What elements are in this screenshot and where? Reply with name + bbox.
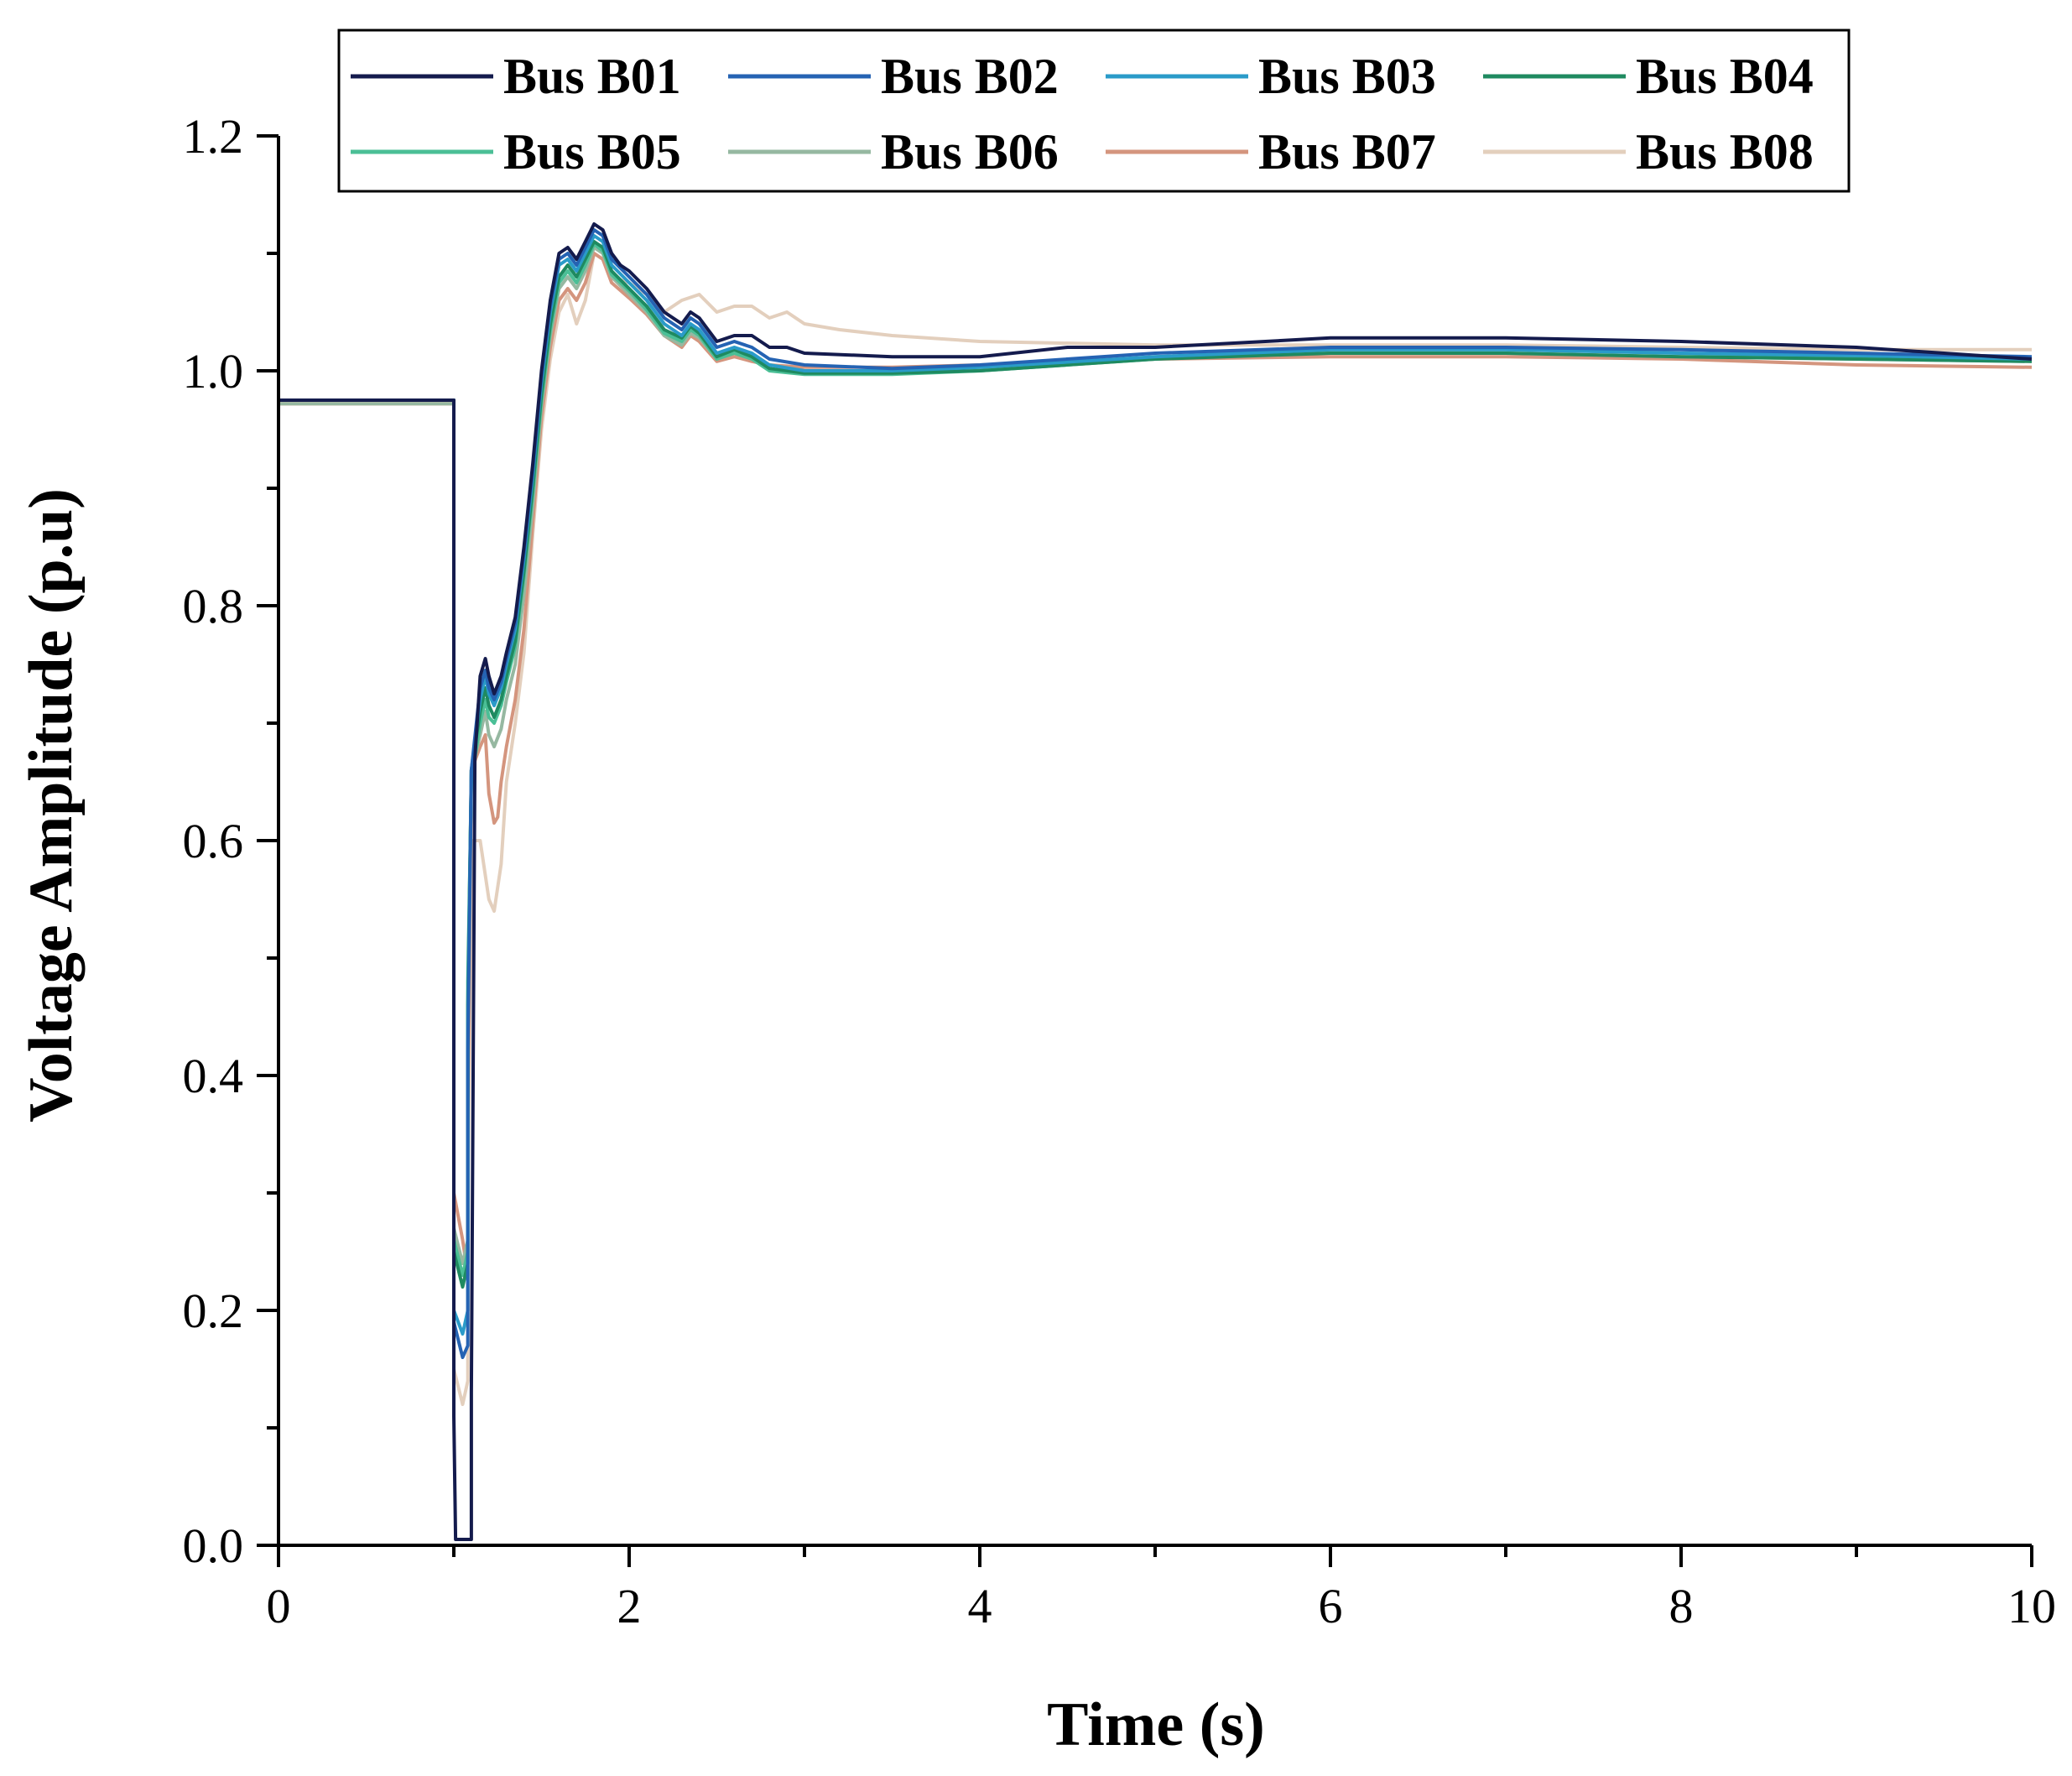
legend-label: Bus B03 — [1258, 49, 1436, 104]
axes-layer: 0 2 4 6 8 10 0.0 0.2 0.4 0.6 0.8 1.0 1.2 — [183, 109, 2057, 1633]
legend-box — [337, 29, 1851, 193]
x-tick-label: 8 — [1669, 1579, 1694, 1633]
y-tick-label: 0.4 — [183, 1049, 244, 1103]
x-axis-title: Time (s) — [1047, 1690, 1265, 1759]
x-tick-label: 2 — [617, 1579, 642, 1633]
series-line-bus-b04 — [279, 240, 2033, 1289]
x-tick-label: 6 — [1319, 1579, 1343, 1633]
series-layer — [279, 222, 2033, 1541]
y-tick-label: 1.2 — [183, 109, 244, 164]
legend-label: Bus B05 — [503, 124, 681, 180]
legend-label: Bus B08 — [1636, 124, 1814, 180]
legend-label: Bus B02 — [881, 49, 1059, 104]
legend-label: Bus B07 — [1258, 124, 1436, 180]
legend-label: Bus B01 — [503, 49, 681, 104]
x-tick-label: 4 — [968, 1579, 992, 1633]
y-axis-title: Voltage Amplitude (p.u) — [17, 488, 86, 1122]
legend-label: Bus B04 — [1636, 49, 1814, 104]
x-tick-label: 10 — [2007, 1579, 2056, 1633]
y-tick-label: 0.2 — [183, 1284, 244, 1338]
y-tick-label: 0.6 — [183, 814, 244, 868]
legend-label: Bus B06 — [881, 124, 1059, 180]
x-tick-label: 0 — [267, 1579, 291, 1633]
series-line-bus-b03 — [279, 234, 2033, 1336]
series-line-bus-b01 — [279, 222, 2033, 1541]
y-tick-label: 1.0 — [183, 344, 244, 398]
y-tick-label: 0.8 — [183, 579, 244, 633]
y-tick-label: 0.0 — [183, 1518, 244, 1573]
legend: Bus B01 Bus B02 Bus B03 Bus B04 Bus B05 Bus B… — [337, 29, 1851, 193]
